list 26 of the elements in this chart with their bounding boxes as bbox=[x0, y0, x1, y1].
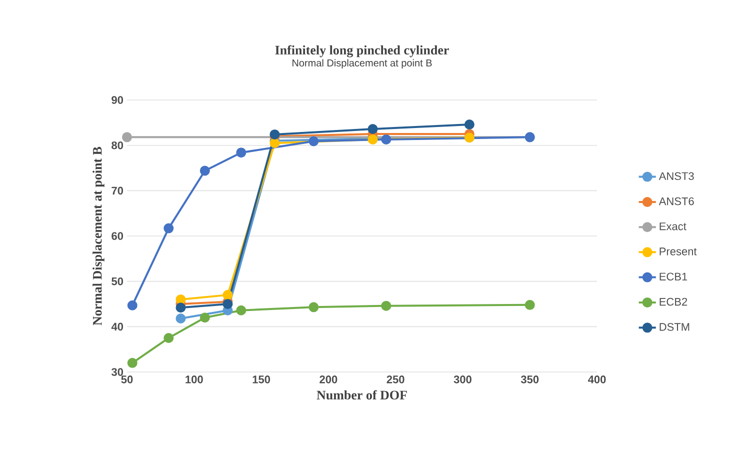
y-tick-label: 50 bbox=[112, 277, 124, 286]
x-axis-title: Number of DOF bbox=[316, 390, 407, 400]
y-tick-label: 90 bbox=[112, 96, 124, 104]
y-tick-label: 40 bbox=[111, 322, 124, 331]
y-tick-label: 80 bbox=[112, 141, 124, 150]
chart-subtitle: Normal Displacement at point B bbox=[292, 59, 432, 68]
x-tick-label: 150 bbox=[252, 376, 270, 384]
legend-label: Exact bbox=[660, 222, 686, 230]
x-tick-label: 100 bbox=[186, 376, 203, 384]
legend-label: DSTM bbox=[660, 323, 690, 331]
legend-label: ANST6 bbox=[658, 197, 694, 206]
x-tick-label: 50 bbox=[121, 376, 133, 384]
legend-label: Present bbox=[660, 248, 697, 256]
x-tick-label: 400 bbox=[588, 376, 606, 384]
y-axis-title: Normal Displacement at point B bbox=[92, 146, 104, 326]
legend-label: ANST3 bbox=[658, 172, 694, 180]
legend-label: ECB2 bbox=[660, 298, 688, 306]
chart-title: Infinitely long pinched cylinder bbox=[275, 45, 449, 58]
x-tick-label: 200 bbox=[320, 376, 338, 384]
y-tick-label: 30 bbox=[111, 368, 124, 376]
x-tick-label: 350 bbox=[520, 376, 539, 384]
x-tick-label: 300 bbox=[454, 376, 472, 384]
x-tick-label: 250 bbox=[386, 376, 404, 384]
y-tick-label: 70 bbox=[112, 186, 124, 195]
y-tick-label: 60 bbox=[112, 232, 124, 240]
legend-label: ECB1 bbox=[660, 272, 688, 280]
